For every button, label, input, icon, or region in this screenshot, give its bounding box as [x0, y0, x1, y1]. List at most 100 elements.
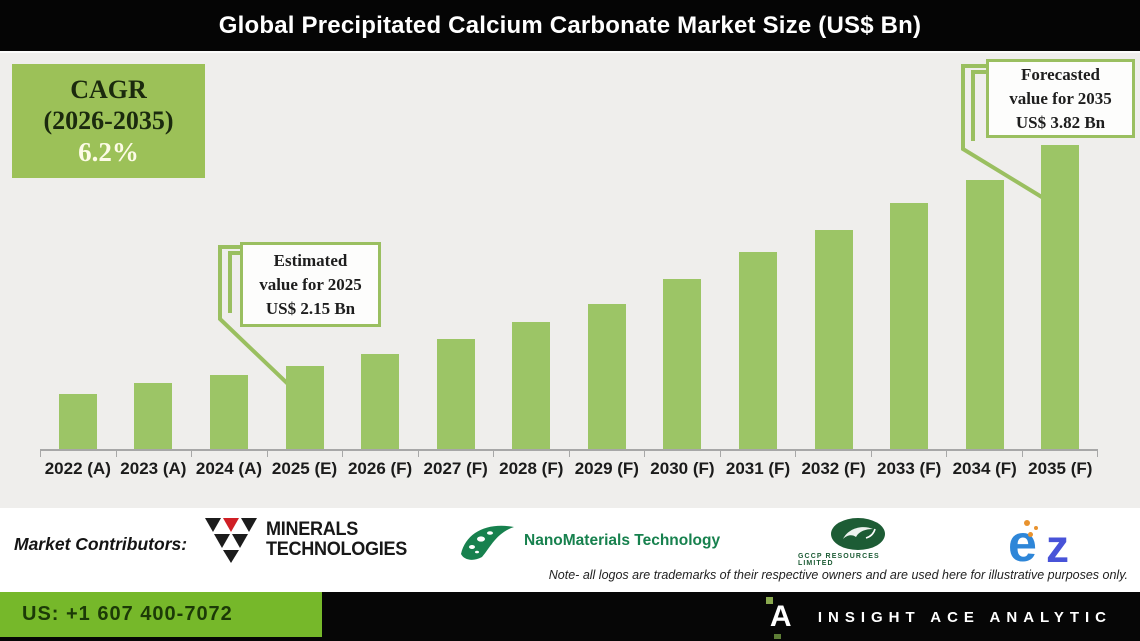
bar-2022 — [58, 394, 97, 449]
bar-2030 — [663, 279, 702, 449]
phone-block: US: +1 607 400-7072 — [0, 592, 322, 637]
axis-tick — [946, 451, 1022, 457]
phone-number: US: +1 607 400-7072 — [22, 603, 233, 625]
trademark-note: Note- all logos are trademarks of their … — [548, 568, 1128, 582]
axis-tick — [568, 451, 645, 457]
logo-letter-a: A — [769, 600, 792, 633]
ez-letter-z: z — [1046, 520, 1069, 572]
estimated-value-callout: Estimated value for 2025 US$ 2.15 Bn — [240, 242, 381, 327]
bar-2031 — [738, 252, 777, 449]
ez-letter-e: e — [1008, 515, 1037, 573]
insight-ace-logo-icon: A — [765, 597, 796, 639]
brand-name: INSIGHT ACE ANALYTIC — [817, 608, 1112, 626]
axis-tick — [644, 451, 720, 457]
x-axis-label: 2029 (F) — [574, 459, 639, 478]
logo-green-square-icon — [765, 597, 773, 604]
market-contributors-label: Market Contributors: — [14, 534, 188, 554]
forecasted-callout-value: US$ 3.82 Bn — [1015, 112, 1106, 132]
x-axis — [40, 449, 1098, 457]
bar-slot — [871, 53, 947, 449]
estimated-callout-line-1: Estimated — [273, 250, 348, 270]
bar-slot — [720, 53, 796, 449]
logo-ez: e z — [1008, 516, 1108, 574]
ez-spark-icon — [1024, 520, 1030, 526]
bar-2024 — [209, 375, 248, 449]
bar-2025 — [285, 366, 324, 449]
axis-tick — [40, 451, 116, 457]
x-axis-label: 2027 (F) — [423, 459, 488, 478]
x-axis-label: 2030 (F) — [650, 459, 715, 478]
brand-block: A INSIGHT ACE ANALYTIC — [765, 597, 1112, 639]
axis-tick — [493, 451, 569, 457]
cagr-period: (2026-2035) — [43, 106, 174, 135]
bar-2027 — [436, 339, 475, 449]
x-axis-label: 2025 (E) — [271, 459, 338, 478]
bar-slot — [418, 53, 494, 449]
forecasted-callout-line-2: value for 2035 — [1009, 88, 1112, 108]
logo-nanomaterials-technology: NanoMaterials Technology — [458, 520, 720, 562]
estimated-callout-line-2: value for 2025 — [259, 274, 362, 294]
bar-slot — [645, 53, 721, 449]
x-axis-label: 2022 (A) — [44, 459, 111, 478]
gccp-wordmark: GCCP RESOURCES LIMITED — [798, 553, 880, 567]
minerals-technologies-triangles-icon — [205, 518, 257, 563]
bar-2032 — [814, 230, 853, 449]
x-axis-label: 2031 (F) — [725, 459, 791, 478]
forecasted-value-callout: Forecasted value for 2035 US$ 3.82 Bn — [986, 59, 1135, 138]
axis-tick — [1021, 451, 1098, 457]
cagr-label: CAGR — [70, 75, 147, 104]
bar-2026 — [361, 354, 400, 449]
axis-tick — [417, 451, 494, 457]
x-axis-label: 2032 (F) — [801, 459, 866, 478]
bar-slot — [116, 53, 192, 449]
x-axis-label: 2028 (F) — [499, 459, 564, 478]
market-contributors-strip: Market Contributors: MINERALS TECHNOLOGI… — [0, 508, 1140, 592]
bar-2023 — [134, 383, 173, 449]
bar-series — [40, 53, 1098, 449]
x-axis-label: 2024 (A) — [195, 459, 263, 478]
bar-2028 — [512, 322, 551, 449]
bar-slot — [493, 53, 569, 449]
axis-tick — [115, 451, 192, 457]
chart-title: Global Precipitated Calcium Carbonate Ma… — [218, 11, 922, 39]
nanomaterials-wordmark: NanoMaterials Technology — [524, 532, 721, 549]
nanomaterials-leaf-icon — [461, 525, 514, 560]
title-bar: Global Precipitated Calcium Carbonate Ma… — [0, 0, 1140, 51]
logo-minerals-technologies: MINERALS TECHNOLOGIES — [204, 516, 414, 564]
bar-slot — [191, 53, 267, 449]
cagr-box: CAGR (2026-2035) 6.2% — [12, 64, 205, 178]
x-axis-labels: 2022 (A) 2023 (A) 2024 (A) 2025 (E) 2026 (F)… — [40, 459, 1098, 479]
bar-2035 — [1041, 145, 1080, 449]
axis-tick — [342, 451, 418, 457]
bar-2033 — [890, 203, 929, 449]
bar-2029 — [587, 304, 626, 449]
gccp-oval-icon — [831, 518, 885, 550]
ez-spark-icon — [1034, 526, 1038, 530]
x-axis-label: 2026 (F) — [347, 459, 413, 478]
bar-2034 — [965, 180, 1004, 449]
chart-area: CAGR (2026-2035) 6.2% Estimated value fo… — [0, 51, 1140, 508]
axis-tick — [266, 451, 343, 457]
bar-slot — [569, 53, 645, 449]
axis-tick — [795, 451, 871, 457]
x-axis-label: 2033 (F) — [877, 459, 942, 478]
estimated-callout-value: US$ 2.15 Bn — [265, 298, 356, 318]
x-axis-label: 2034 (F) — [952, 459, 1017, 478]
axis-tick — [870, 451, 947, 457]
minerals-technologies-line-2: TECHNOLOGIES — [266, 539, 408, 560]
minerals-technologies-line-1: MINERALS — [266, 519, 358, 540]
bar-slot — [796, 53, 872, 449]
forecasted-callout-line-1: Forecasted — [1021, 64, 1100, 84]
x-axis-label: 2035 (F) — [1028, 459, 1093, 478]
bar-slot — [1023, 53, 1099, 449]
axis-tick — [719, 451, 796, 457]
minerals-technologies-wordmark: MINERALS TECHNOLOGIES — [266, 520, 407, 560]
logo-green-base-icon — [773, 634, 781, 639]
axis-tick — [191, 451, 267, 457]
bar-slot — [342, 53, 418, 449]
bar-slot — [40, 53, 116, 449]
ez-spark-icon — [1028, 532, 1033, 537]
footer-bar: US: +1 607 400-7072 A INSIGHT ACE ANALYT… — [0, 592, 1140, 641]
cagr-value: 6.2% — [78, 137, 139, 167]
